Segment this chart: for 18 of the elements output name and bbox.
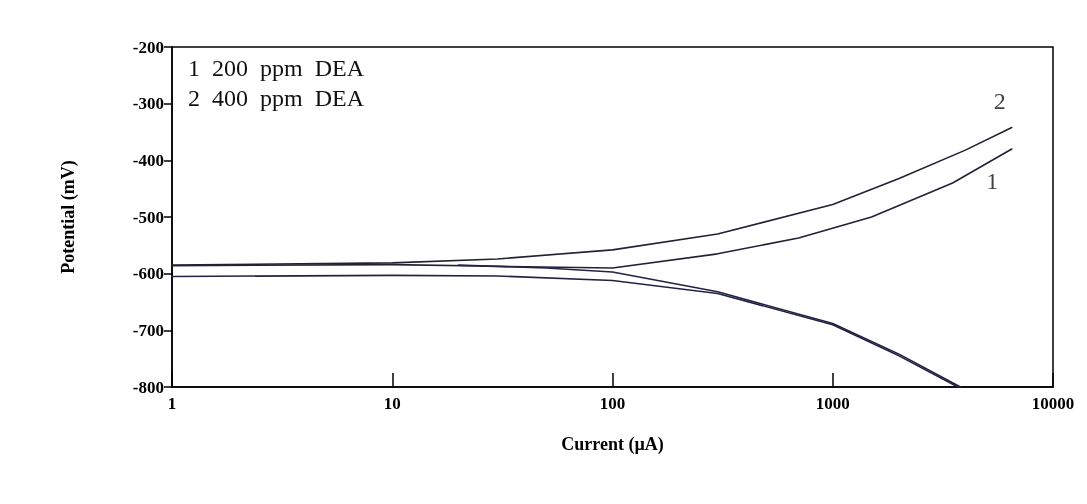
annotation: 2 400 ppm DEA: [188, 85, 365, 111]
y-axis-title: Potential (mV): [58, 160, 79, 274]
annotation: 1: [986, 167, 999, 194]
y-tick-label: -500: [132, 207, 164, 227]
x-tick-label: 10: [383, 394, 401, 413]
x-tick-label: 1: [167, 394, 177, 413]
y-tick-label: -400: [132, 150, 164, 170]
x-axis-title: Current (µA): [561, 434, 664, 455]
y-tick-label: -800: [132, 377, 164, 397]
annotation: 2: [993, 88, 1006, 115]
y-tick-label: -600: [132, 264, 164, 284]
y-tick-label: -300: [132, 94, 164, 114]
x-tick-label: 10000: [1031, 394, 1075, 413]
x-tick-label: 1000: [815, 394, 850, 413]
y-tick-label: -200: [132, 37, 164, 57]
y-tick-label: -700: [132, 320, 164, 340]
x-tick-label: 100: [599, 394, 626, 413]
annotation: 1 200 ppm DEA: [188, 55, 365, 81]
